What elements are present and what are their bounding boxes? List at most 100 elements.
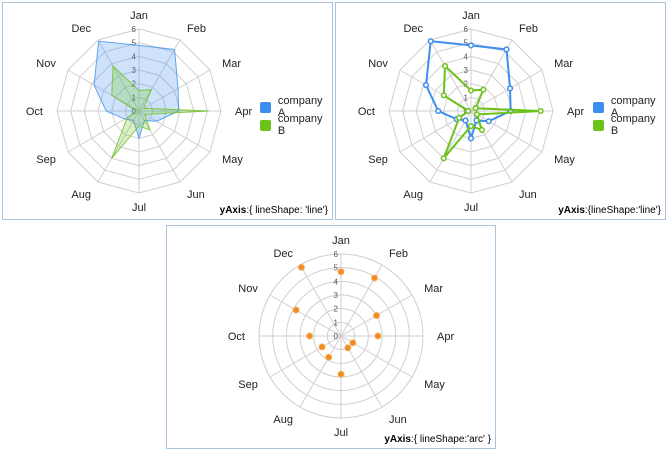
- data-point-company-b-sep: [456, 114, 463, 121]
- caption-rest: :{ lineShape: 'line'}: [246, 205, 328, 216]
- data-point-sep: [318, 343, 326, 351]
- legend-item-company-a[interactable]: company A: [593, 95, 665, 119]
- tick-label-0: 0: [132, 107, 137, 116]
- legend-swatch-company-a: [593, 101, 604, 113]
- axis-label-oct: Oct: [26, 106, 43, 118]
- radar-chart-line: JanFebMarAprMayJunJulAugSepOctNovDec0123…: [358, 10, 585, 214]
- tick-label-5: 5: [334, 264, 339, 273]
- data-point-nov: [292, 306, 300, 314]
- axis-label-dec: Dec: [403, 23, 423, 35]
- chart-caption: yAxis:{lineShape:'line'}: [558, 205, 661, 216]
- axis-label-dec: Dec: [273, 248, 293, 260]
- data-point-oct: [306, 332, 314, 340]
- legend-item-company-a[interactable]: company A: [260, 95, 332, 119]
- axis-label-apr: Apr: [235, 106, 252, 118]
- caption-key: yAxis: [219, 205, 247, 216]
- chart-caption: yAxis:{ lineShape: 'line'}: [220, 205, 328, 216]
- data-point-company-b-feb: [480, 86, 487, 93]
- radar-panel-arc: Jan Feb Mar Apr May Jun Jul Aug Sep Oct Nov Dec 0 1 2 3…: [166, 225, 496, 449]
- tick-label-1: 1: [334, 318, 339, 327]
- legend-swatch-company-b: [260, 119, 271, 131]
- data-point-company-a-jul: [467, 135, 475, 142]
- grid-spoke: [138, 39, 181, 112]
- grid-spoke: [138, 110, 181, 183]
- radar-panel-area: Jan Feb Mar Apr May Jun Jul Aug Sep Oct Nov Dec 0 1 2 3…: [2, 2, 333, 220]
- axis-label-jan: Jan: [332, 235, 350, 247]
- axis-label-feb: Feb: [187, 23, 206, 35]
- axis-label-feb: Feb: [389, 248, 408, 260]
- tick-label-6: 6: [132, 25, 137, 34]
- caption-rest: :{ lineShape:'arc' }: [411, 434, 491, 445]
- data-point-company-a-feb: [503, 46, 510, 53]
- axis-label-mar: Mar: [554, 58, 573, 70]
- data-point-company-b-aug: [440, 155, 447, 162]
- axis-label-apr: Apr: [437, 331, 454, 343]
- grid-spoke: [269, 335, 342, 378]
- grid-spoke: [138, 110, 211, 153]
- data-point-company-b-apr: [537, 107, 544, 115]
- data-point-aug: [325, 353, 333, 361]
- axis-label-feb: Feb: [519, 23, 538, 35]
- tick-label-1: 1: [132, 93, 137, 102]
- grid-spoke: [138, 69, 211, 112]
- grid-spoke: [299, 335, 342, 408]
- data-point-company-b-jan: [467, 87, 475, 94]
- data-point-jan: [337, 268, 345, 276]
- axis-label-jul: Jul: [464, 202, 478, 214]
- legend-swatch-company-b: [593, 119, 604, 131]
- series-line-company-b: [442, 63, 541, 159]
- axis-label-may: May: [424, 379, 445, 391]
- tick-label-4: 4: [132, 52, 137, 61]
- data-point-dec: [297, 263, 305, 271]
- tick-label-2: 2: [464, 80, 469, 89]
- axis-label-jul: Jul: [334, 427, 348, 439]
- grid-spoke: [299, 264, 342, 337]
- data-point-company-a-nov: [422, 81, 430, 89]
- axis-label-jun: Jun: [187, 189, 205, 201]
- tick-label-2: 2: [132, 80, 137, 89]
- grid-spoke: [67, 69, 140, 112]
- axis-label-may: May: [222, 154, 243, 166]
- data-point-company-b-may: [473, 111, 480, 118]
- caption-key: yAxis: [558, 205, 585, 216]
- data-point-mar: [373, 312, 381, 319]
- data-point-jun: [344, 344, 352, 352]
- tick-label-6: 6: [334, 250, 339, 259]
- tick-label-3: 3: [334, 291, 339, 300]
- legend-swatch-company-a: [260, 101, 271, 113]
- data-point-company-b-mar: [472, 105, 479, 112]
- radar-chart-area: Jan Feb Mar Apr May Jun Jul Aug Sep Oct Nov Dec 0 1 2 3…: [26, 10, 253, 214]
- axis-label-jun: Jun: [389, 414, 407, 426]
- legend-label-company-a: company A: [610, 95, 656, 119]
- data-point-company-b-nov: [440, 92, 447, 99]
- axis-label-may: May: [554, 154, 575, 166]
- series-area-company-b: [111, 64, 209, 159]
- tick-label-4: 4: [464, 52, 469, 61]
- data-point-company-b-oct: [465, 107, 472, 115]
- tick-label-2: 2: [334, 305, 339, 314]
- axis-label-jan: Jan: [130, 10, 148, 22]
- axis-label-oct: Oct: [228, 331, 245, 343]
- data-point-company-b-jun: [478, 126, 485, 133]
- grid-spoke: [97, 39, 140, 112]
- axis-label-aug: Aug: [403, 189, 423, 201]
- legend-label-company-a: company A: [277, 95, 323, 119]
- data-point-apr: [374, 332, 382, 340]
- grid-spoke: [470, 69, 543, 112]
- tick-label-6: 6: [464, 25, 469, 34]
- axis-label-aug: Aug: [71, 189, 91, 201]
- tick-label-3: 3: [464, 66, 469, 75]
- axis-label-jun: Jun: [519, 189, 537, 201]
- legend-label-company-b: company B: [277, 113, 323, 137]
- data-point-company-a-mar: [507, 85, 514, 92]
- legend-item-company-b[interactable]: company B: [260, 113, 332, 137]
- tick-label-5: 5: [464, 39, 469, 48]
- data-point-company-a-may: [485, 118, 492, 125]
- tick-label-5: 5: [132, 39, 137, 48]
- data-point-company-a-dec: [427, 38, 434, 45]
- legend-item-company-b[interactable]: company B: [593, 113, 665, 137]
- data-point-jul: [337, 370, 345, 378]
- axis-label-nov: Nov: [368, 58, 388, 70]
- axis-label-mar: Mar: [424, 283, 443, 295]
- chart-caption: yAxis:{ lineShape:'arc' }: [384, 434, 491, 445]
